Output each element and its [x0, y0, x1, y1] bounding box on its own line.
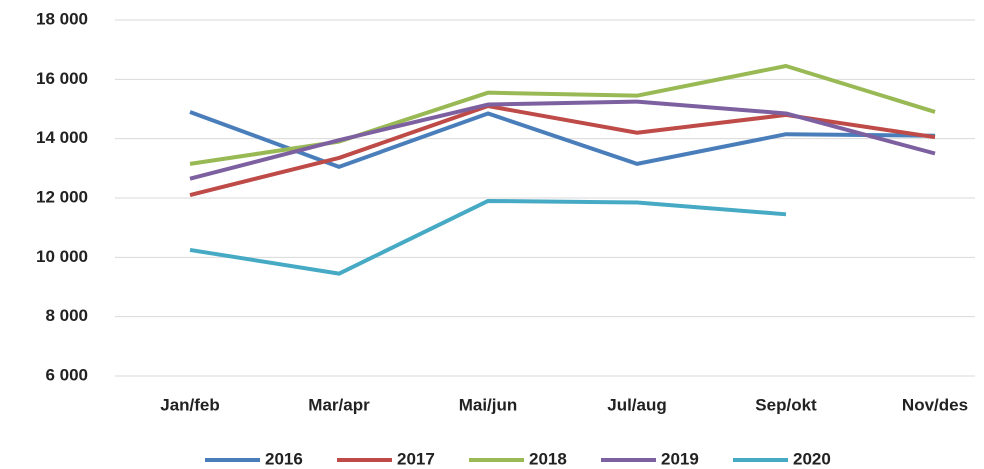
y-tick-label: 12 000 [36, 187, 88, 206]
series-line [189, 99, 936, 181]
x-tick-label: Mar/apr [308, 395, 370, 414]
legend-label: 2016 [265, 449, 303, 468]
x-tick-label: Jan/feb [160, 395, 220, 414]
series-line [189, 110, 936, 169]
legend-label: 2020 [793, 449, 831, 468]
y-tick-label: 16 000 [36, 69, 88, 88]
y-tick-label: 10 000 [36, 247, 88, 266]
x-tick-label: Sep/okt [755, 395, 817, 414]
x-tick-label: Nov/des [902, 395, 968, 414]
x-tick-label: Jul/aug [607, 395, 667, 414]
y-tick-label: 8 000 [45, 306, 88, 325]
y-tick-label: 14 000 [36, 128, 88, 147]
legend-label: 2018 [529, 449, 567, 468]
y-tick-label: 18 000 [36, 9, 88, 28]
series-line [189, 198, 787, 276]
x-tick-label: Mai/jun [459, 395, 518, 414]
legend-label: 2019 [661, 449, 699, 468]
legend-label: 2017 [397, 449, 435, 468]
y-tick-label: 6 000 [45, 365, 88, 384]
